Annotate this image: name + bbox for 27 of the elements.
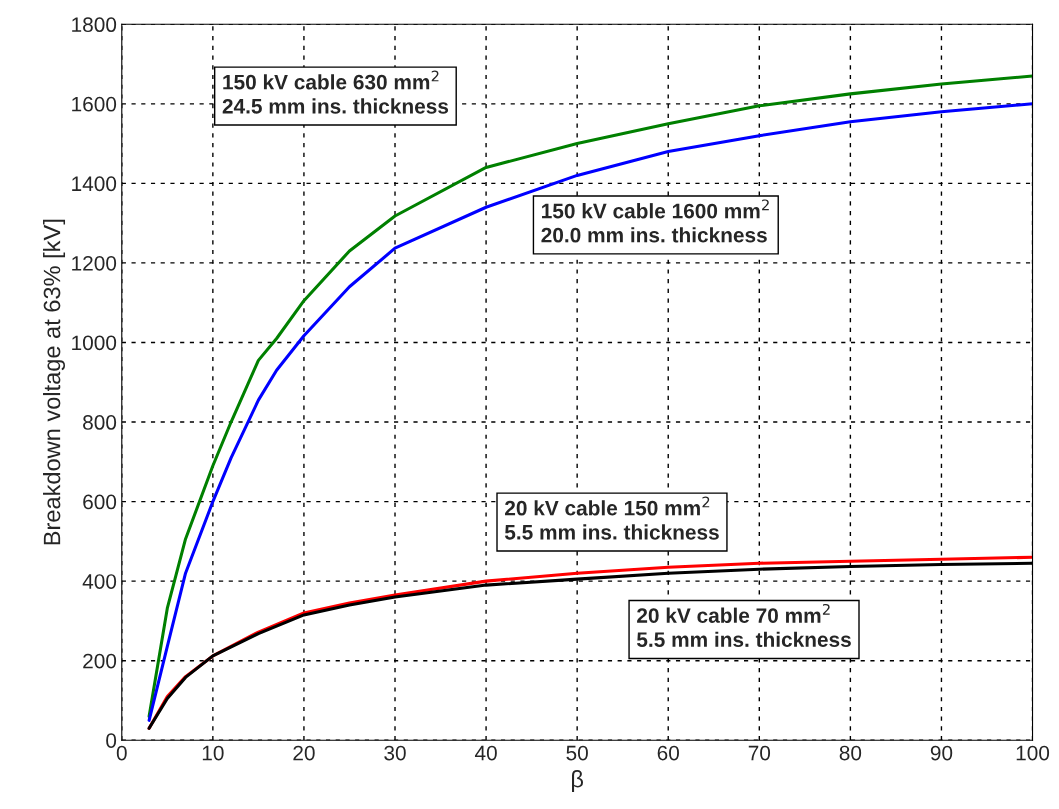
annotation: 150 kV cable 630 mm$^{2}$ 24.5 mm ins. thickness [222,70,449,114]
y-tick-label: 800 [83,415,117,430]
y-tick-label: 1400 [72,176,117,192]
x-tick-label: 30 [384,745,406,761]
y-tick-label: 400 [82,574,117,589]
x-tick-label: 100 [1016,745,1050,761]
x-axis-title: β [572,770,584,793]
x-tick-label: 50 [566,745,588,761]
y-tick-label: 1600 [72,96,117,112]
x-tick-label: 40 [474,745,497,761]
x-tick-label: 60 [657,745,679,761]
x-tick-label: 20 [293,745,315,761]
x-tick-label: 90 [930,745,953,761]
y-axis-title: Breakdown voltage at 63% [kV] [43,219,66,545]
x-tick-label: 10 [202,745,224,761]
x-tick-label: 80 [839,745,862,761]
annotation: 150 kV cable 1600 mm$^{2}$ 20.0 mm ins. thickness [541,199,769,243]
y-tick-label: 1800 [72,17,117,33]
y-tick-label: 1000 [72,335,117,351]
annotation: 20 kV cable 70 mm$^{2}$ 5.5 mm ins. thickness [636,603,851,648]
x-tick-label: 70 [748,745,771,761]
y-tick-label: 1200 [72,255,117,271]
annotation: 20 kV cable 150 mm$^{2}$ 5.5 mm ins. thickness [504,496,719,540]
y-tick-label: 600 [83,494,117,510]
y-tick-label: 0 [106,733,117,748]
x-tick-label: 0 [116,745,127,761]
y-tick-label: 200 [83,653,117,669]
